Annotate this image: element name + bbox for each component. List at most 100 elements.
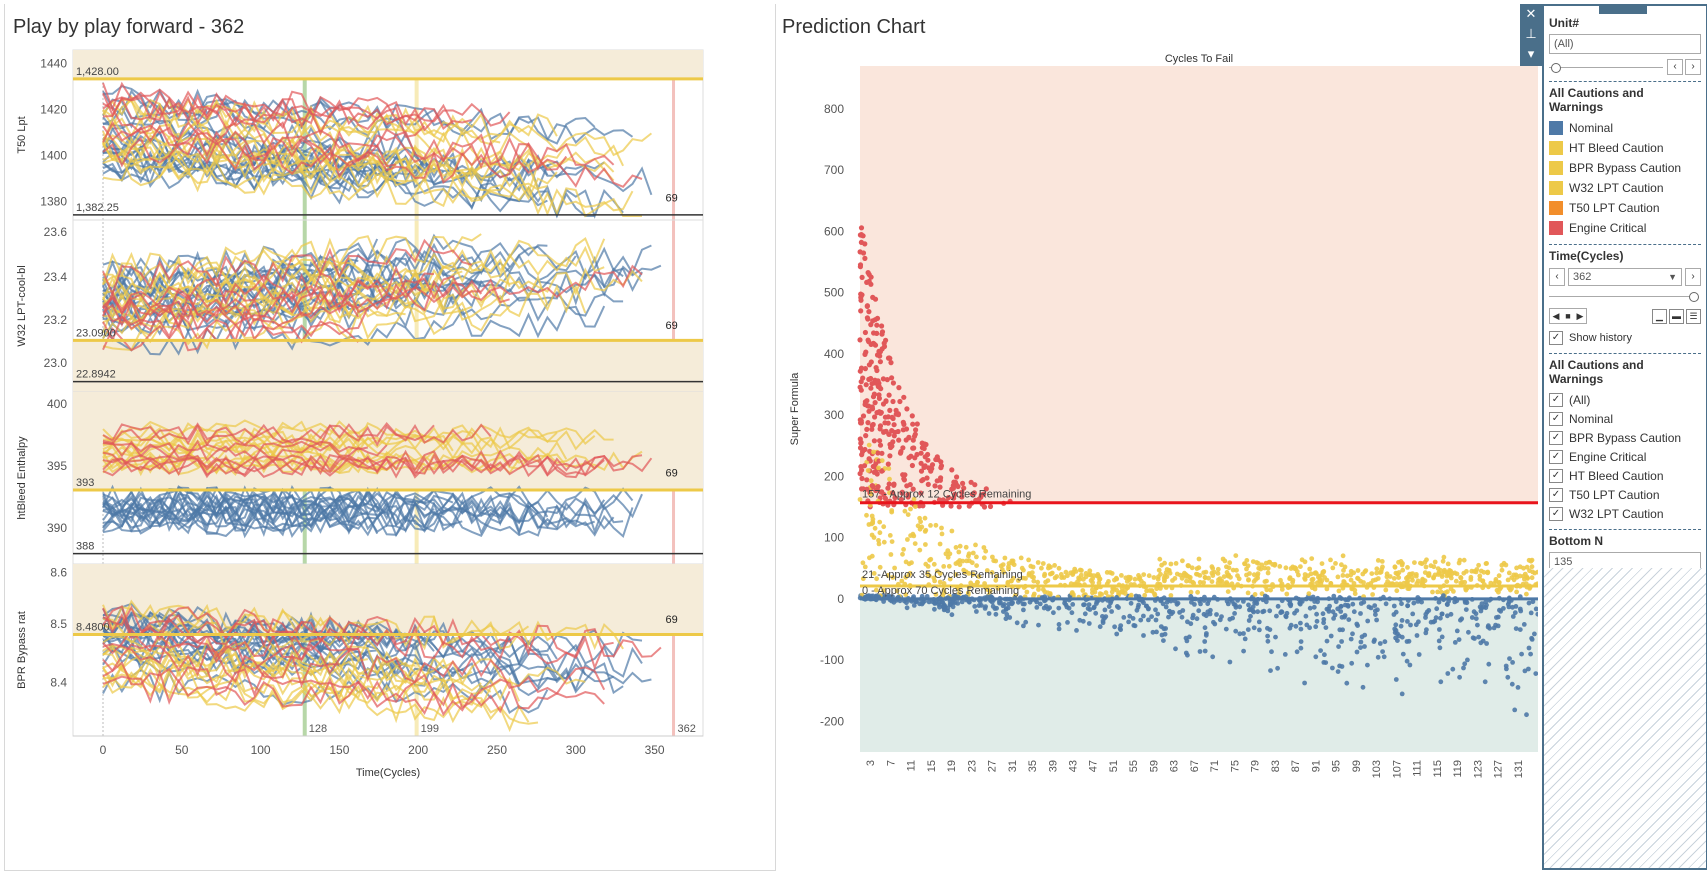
filter-checkbox-item[interactable]: ✓ Nominal bbox=[1549, 409, 1701, 428]
scatter-point bbox=[901, 476, 907, 482]
scatter-point bbox=[1303, 613, 1309, 619]
scatter-point bbox=[881, 588, 886, 593]
scatter-point bbox=[937, 604, 942, 610]
scatter-point bbox=[1056, 626, 1062, 632]
checkbox-icon[interactable]: ✓ bbox=[1549, 430, 1563, 445]
scatter-point bbox=[1195, 572, 1200, 577]
scatter-point bbox=[1132, 576, 1138, 582]
checkbox-icon[interactable]: ✓ bbox=[1549, 506, 1563, 521]
scatter-point bbox=[1349, 660, 1355, 666]
scatter-point bbox=[1439, 611, 1445, 617]
scatter-point bbox=[1324, 586, 1330, 592]
legend-item[interactable]: W32 LPT Caution bbox=[1549, 178, 1701, 198]
prev-icon[interactable]: ‹ bbox=[1667, 59, 1683, 75]
scatter-point bbox=[891, 433, 897, 439]
unit-slider[interactable] bbox=[1549, 62, 1663, 73]
next-icon[interactable]: › bbox=[1685, 59, 1701, 75]
scatter-point bbox=[1366, 604, 1372, 610]
scatter-point bbox=[1283, 565, 1289, 571]
time-next-icon[interactable]: › bbox=[1685, 268, 1701, 286]
scatter-point bbox=[1510, 604, 1515, 610]
scatter-point bbox=[1277, 564, 1283, 569]
scatter-point bbox=[1035, 560, 1041, 565]
pin-icon[interactable]: ⊥ bbox=[1525, 26, 1537, 41]
sensor-chart-2[interactable]: 23.6 23.4 23.2 23.0 W32 LPT-cool-bl 23.0900 22… bbox=[16, 219, 704, 393]
scatter-point bbox=[885, 461, 891, 467]
step-back-icon[interactable]: ◀ bbox=[1552, 311, 1560, 321]
legend-item[interactable]: BPR Bypass Caution bbox=[1549, 158, 1701, 178]
scatter-point bbox=[960, 558, 966, 564]
legend-item[interactable]: HT Bleed Caution bbox=[1549, 138, 1701, 158]
scatter-point bbox=[1346, 617, 1352, 622]
checkbox-icon[interactable]: ✓ bbox=[1549, 449, 1563, 464]
time-prev-icon[interactable]: ‹ bbox=[1549, 268, 1565, 286]
sensor-trace bbox=[102, 124, 397, 168]
filter-checkbox-item[interactable]: ✓ Engine Critical bbox=[1549, 447, 1701, 466]
scatter-point bbox=[858, 464, 864, 470]
sensor-chart-1[interactable]: 1440 1420 1400 1380 T50 Lpt 1,428.00 1,382.25 6… bbox=[16, 49, 704, 221]
sensor-chart-3[interactable]: 400 395 390 htBleed Enthalpy 393 388 69 bbox=[16, 391, 704, 565]
play-by-play-charts[interactable]: 1440 1420 1400 1380 T50 Lpt 1,428.00 1,382.25 6… bbox=[5, 4, 775, 870]
scatter-point bbox=[886, 431, 892, 437]
scatter-point bbox=[1112, 577, 1117, 583]
sensor-trace bbox=[102, 455, 605, 479]
speed-fast-icon[interactable]: ☰ bbox=[1686, 308, 1701, 324]
scatter-point bbox=[1452, 599, 1458, 605]
show-history-toggle[interactable]: ✓ Show history bbox=[1549, 328, 1701, 347]
scatter-point bbox=[1482, 679, 1488, 685]
filter-checkbox-item[interactable]: ✓ W32 LPT Caution bbox=[1549, 504, 1701, 523]
filter-checkbox-item[interactable]: ✓ HT Bleed Caution bbox=[1549, 466, 1701, 485]
checkbox-icon[interactable]: ✓ bbox=[1549, 468, 1563, 483]
speed-medium-icon[interactable]: ▬ bbox=[1669, 308, 1684, 324]
dropdown-icon[interactable]: ▾ bbox=[1527, 46, 1535, 61]
scatter-point bbox=[947, 551, 953, 557]
scatter-point bbox=[1298, 564, 1303, 569]
x-tick-label: 3 bbox=[865, 760, 877, 766]
filter-checkbox-item[interactable]: ✓ T50 LPT Caution bbox=[1549, 485, 1701, 504]
scatter-point bbox=[922, 463, 928, 469]
scatter-point bbox=[940, 600, 946, 605]
legend-item[interactable]: Nominal bbox=[1549, 118, 1701, 138]
scatter-point bbox=[1464, 569, 1469, 574]
scatter-point bbox=[974, 554, 979, 560]
filter-checkbox-item[interactable]: ✓ BPR Bypass Caution bbox=[1549, 428, 1701, 447]
y-tick-label: 8.5 bbox=[50, 617, 67, 631]
drag-handle[interactable] bbox=[1599, 4, 1647, 14]
checkbox-icon[interactable]: ✓ bbox=[1549, 392, 1563, 407]
prediction-chart[interactable]: Cycles To Fail 800 700 600 500 400 300 200 100 0 -… bbox=[778, 52, 1538, 862]
scatter-point bbox=[1141, 613, 1146, 619]
sensor-trace bbox=[102, 442, 388, 463]
scatter-point bbox=[1365, 618, 1371, 624]
close-icon[interactable]: ✕ bbox=[1525, 6, 1537, 21]
unit-input[interactable]: (All) bbox=[1549, 34, 1701, 54]
scatter-point bbox=[1126, 619, 1131, 625]
checkbox-icon[interactable]: ✓ bbox=[1549, 411, 1563, 426]
scatter-point bbox=[962, 569, 968, 575]
sensor-chart-4[interactable]: 8.6 8.5 8.4 BPR Bypass rat 8.4800 69 bbox=[16, 563, 704, 737]
scatter-point bbox=[881, 340, 887, 346]
legend-item[interactable]: T50 LPT Caution bbox=[1549, 198, 1701, 218]
legend-item[interactable]: Engine Critical bbox=[1549, 218, 1701, 238]
stop-icon[interactable]: ■ bbox=[1565, 311, 1571, 321]
scatter-point bbox=[874, 322, 880, 328]
time-slider[interactable] bbox=[1549, 290, 1701, 304]
scatter-point bbox=[1255, 609, 1261, 615]
scatter-point bbox=[1001, 602, 1007, 607]
sensor-trace bbox=[102, 439, 368, 462]
checkbox-icon[interactable]: ✓ bbox=[1549, 487, 1563, 502]
scatter-point bbox=[872, 525, 878, 531]
time-select[interactable]: 362 ▼ bbox=[1568, 268, 1682, 286]
speed-slow-icon[interactable]: ▁ bbox=[1652, 308, 1667, 324]
x-tick-label: 59 bbox=[1148, 760, 1160, 772]
scatter-point bbox=[865, 316, 871, 322]
scatter-point bbox=[862, 329, 868, 336]
scatter-point bbox=[1405, 619, 1410, 624]
step-forward-icon[interactable]: ▶ bbox=[1576, 311, 1584, 321]
scatter-point bbox=[1069, 590, 1075, 596]
scatter-point bbox=[1358, 611, 1363, 616]
checkbox-icon[interactable]: ✓ bbox=[1549, 330, 1563, 345]
scatter-point bbox=[1262, 579, 1268, 584]
filter-checkbox-item[interactable]: ✓ (All) bbox=[1549, 390, 1701, 409]
scatter-point bbox=[1435, 566, 1441, 571]
scatter-point bbox=[1529, 637, 1535, 642]
